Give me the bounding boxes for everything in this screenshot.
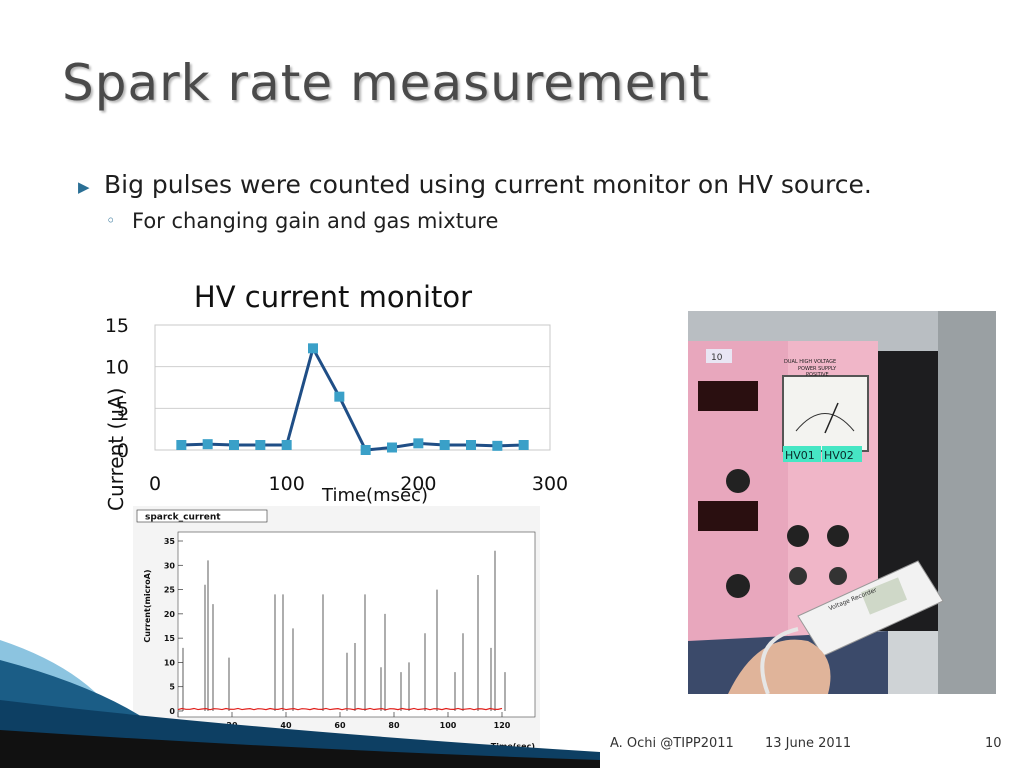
slide-title: Spark rate measurement <box>62 54 710 112</box>
sub-bullet-text: For changing gain and gas mixture <box>132 209 499 233</box>
y-tick-label: 30 <box>164 561 176 570</box>
data-point <box>334 391 345 402</box>
footer-date: 13 June 2011 <box>765 736 852 751</box>
histogram-title: sparck_current <box>145 513 221 523</box>
y-tick-label: 35 <box>164 537 176 546</box>
y-tick-label: 0 <box>117 440 129 462</box>
y-tick-label: 15 <box>164 634 176 643</box>
x-axis-label: Time(msec) <box>321 485 428 506</box>
data-point <box>229 440 239 450</box>
triangle-bullet-icon: ▶ <box>78 178 90 196</box>
x-tick-label: 0 <box>149 473 161 495</box>
footer-page-number: 10 <box>985 736 1002 751</box>
y-tick-label: 20 <box>164 610 176 619</box>
data-point <box>518 440 529 450</box>
circle-bullet-icon: ◦ <box>106 211 116 230</box>
data-point <box>281 440 292 450</box>
photo-label-positive: POSITIVE <box>806 372 829 378</box>
bullet-text: Big pulses were counted using current mo… <box>104 170 872 199</box>
x-tick-label: 60 <box>334 721 346 730</box>
y-tick-label: 5 <box>117 398 129 420</box>
data-point <box>413 438 424 449</box>
data-point <box>466 440 476 450</box>
x-tick-label: 100 <box>440 721 457 730</box>
data-point <box>360 445 371 455</box>
spark-current-histogram: sparck_current 0510152025303502040608010… <box>133 506 540 752</box>
histogram-ylabel: Current(microA) <box>143 569 152 642</box>
data-point <box>255 440 266 450</box>
footer-author: A. Ochi @TIPP2011 <box>610 736 734 751</box>
data-point <box>176 440 187 450</box>
chart-title: HV current monitor <box>194 280 472 314</box>
data-point <box>439 440 450 450</box>
data-point <box>387 442 397 453</box>
hv-power-supply-photo: HV01 HV02 DUAL HIGH VOLTAGE POWER SUPPLY… <box>688 311 996 694</box>
x-tick-label: 300 <box>532 473 568 495</box>
y-tick-label: 5 <box>169 683 175 692</box>
decorative-wave <box>0 640 600 768</box>
photo-label-supply: DUAL HIGH VOLTAGE <box>784 359 836 365</box>
photo-label-hv02: HV02 <box>824 449 854 462</box>
x-tick-label: 200 <box>400 473 436 495</box>
data-point <box>202 439 213 450</box>
photo-label-power: POWER SUPPLY <box>798 366 837 372</box>
baseline-noise <box>177 707 503 711</box>
series-line <box>181 344 524 452</box>
y-tick-label: 10 <box>164 658 176 667</box>
hv-current-chart: HV current monitor 0 5 10 15 0 100 200 300 Cur… <box>104 280 568 512</box>
photo-label-hv01: HV01 <box>785 449 815 462</box>
y-axis-label: Current (μA) <box>104 388 128 512</box>
x-tick-label: 100 <box>269 473 305 495</box>
x-tick-label: 80 <box>388 721 400 730</box>
plot-frame <box>154 324 551 451</box>
data-point <box>492 440 503 451</box>
y-tick-label: 25 <box>164 586 176 595</box>
data-point <box>308 343 318 354</box>
x-tick-label: 120 <box>494 721 511 730</box>
y-tick-label: 0 <box>169 707 175 716</box>
y-tick-label: 15 <box>105 315 129 337</box>
x-tick-label: 40 <box>280 721 292 730</box>
photo-label-sticker: 10 <box>711 353 723 363</box>
y-tick-label: 10 <box>105 357 129 379</box>
